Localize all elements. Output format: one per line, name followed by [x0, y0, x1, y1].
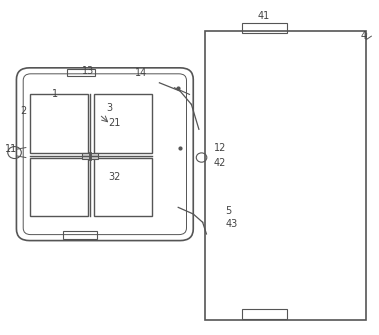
Text: 42: 42	[214, 157, 226, 168]
Text: 14: 14	[135, 68, 147, 78]
Bar	[94, 157, 152, 216]
Bar	[94, 94, 152, 152]
Text: 5: 5	[225, 206, 232, 216]
Text: 43: 43	[225, 219, 238, 229]
Bar	[63, 230, 97, 239]
Bar	[242, 23, 287, 33]
Bar	[82, 153, 98, 159]
Bar	[30, 157, 88, 216]
Text: 21: 21	[109, 118, 121, 128]
Text: 4: 4	[361, 31, 367, 41]
Text: 11: 11	[5, 144, 17, 154]
Text: 12: 12	[214, 143, 226, 152]
Bar	[242, 309, 287, 319]
Text: 3: 3	[107, 103, 113, 113]
Text: 13: 13	[82, 66, 94, 76]
Text: 41: 41	[257, 11, 269, 21]
Text: 1: 1	[52, 89, 58, 99]
Text: 2: 2	[20, 106, 27, 116]
Bar	[205, 31, 366, 320]
Bar	[67, 69, 96, 76]
Bar	[30, 94, 88, 152]
Text: 32: 32	[109, 173, 121, 183]
